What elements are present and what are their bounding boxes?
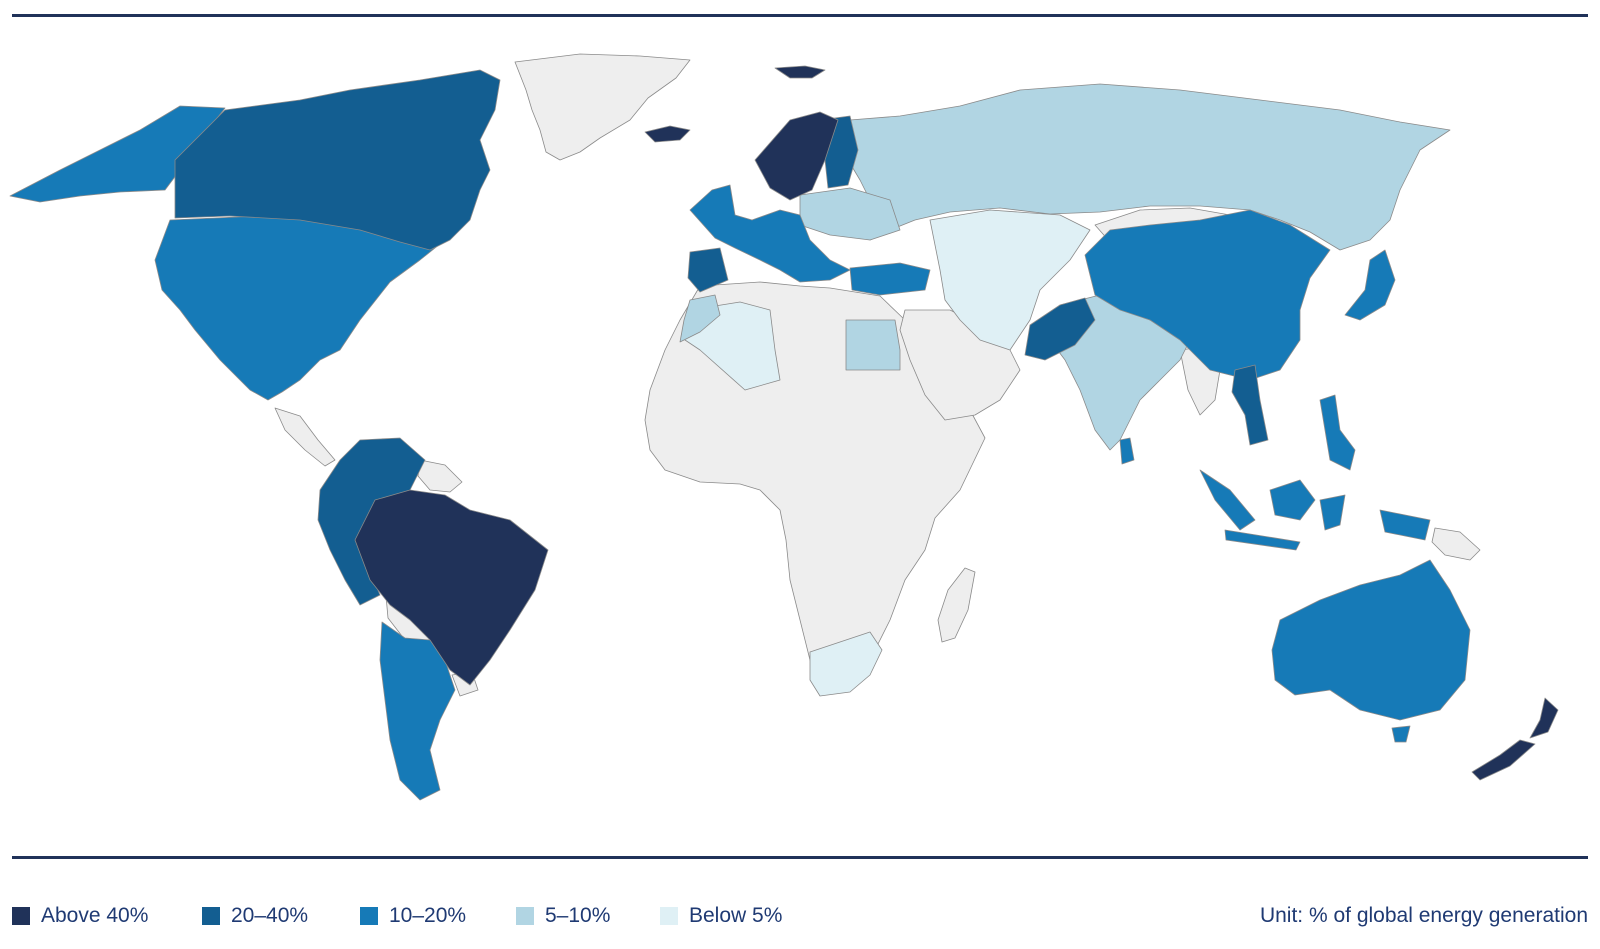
legend-label: 5–10%	[545, 904, 611, 927]
legend-label: 20–40%	[231, 904, 309, 927]
above-40-regions	[354, 65, 1559, 781]
legend-item-5-10: 5–10%	[516, 904, 610, 928]
new-zealand	[1471, 697, 1559, 781]
p10-20-regions	[9, 105, 1471, 801]
bottom-rule	[12, 856, 1588, 859]
europe-west	[689, 184, 851, 283]
legend-label: 10–20%	[389, 904, 467, 927]
portugal-iberia	[687, 247, 729, 293]
svalbard	[774, 65, 826, 79]
iran-central-asia	[929, 209, 1091, 351]
morocco	[679, 294, 721, 343]
legend-swatch-20-40	[202, 907, 220, 925]
indonesia	[1199, 469, 1431, 551]
legend-label: Above 40%	[41, 904, 149, 927]
legend-swatch-below-5	[660, 907, 678, 925]
south-africa	[809, 631, 883, 697]
legend-swatch-10-20	[360, 907, 378, 925]
pakistan	[1024, 297, 1096, 361]
canada	[174, 69, 501, 251]
world-choropleth-map	[9, 53, 1559, 801]
australia	[1271, 559, 1471, 721]
egypt	[845, 319, 901, 371]
greenland	[514, 53, 691, 161]
brazil	[354, 489, 549, 686]
p5-10-regions	[679, 83, 1451, 451]
turkey	[849, 262, 931, 296]
guianas	[417, 459, 463, 493]
legend-label: Below 5%	[689, 904, 783, 927]
tasmania	[1391, 725, 1411, 743]
legend-item-above-40: Above 40%	[12, 904, 148, 928]
top-rule	[12, 14, 1588, 17]
legend: Above 40% 20–40% 10–20% 5–10% Below 5%	[0, 904, 1600, 938]
central-america	[274, 407, 336, 467]
madagascar	[937, 567, 976, 643]
vietnam	[1231, 364, 1269, 446]
legend-swatch-above-40	[12, 907, 30, 925]
philippines	[1319, 394, 1356, 471]
usa-mexico	[154, 215, 446, 401]
sri-lanka	[1119, 437, 1135, 465]
scandinavia	[754, 111, 839, 201]
japan	[1344, 249, 1396, 321]
china	[1084, 209, 1331, 381]
legend-item-20-40: 20–40%	[202, 904, 308, 928]
legend-item-10-20: 10–20%	[360, 904, 466, 928]
iceland	[644, 125, 691, 143]
png	[1431, 527, 1481, 561]
unit-note: Unit: % of global energy generation	[1259, 904, 1588, 927]
legend-item-below-5: Below 5%	[660, 904, 782, 928]
legend-swatch-5-10	[516, 907, 534, 925]
